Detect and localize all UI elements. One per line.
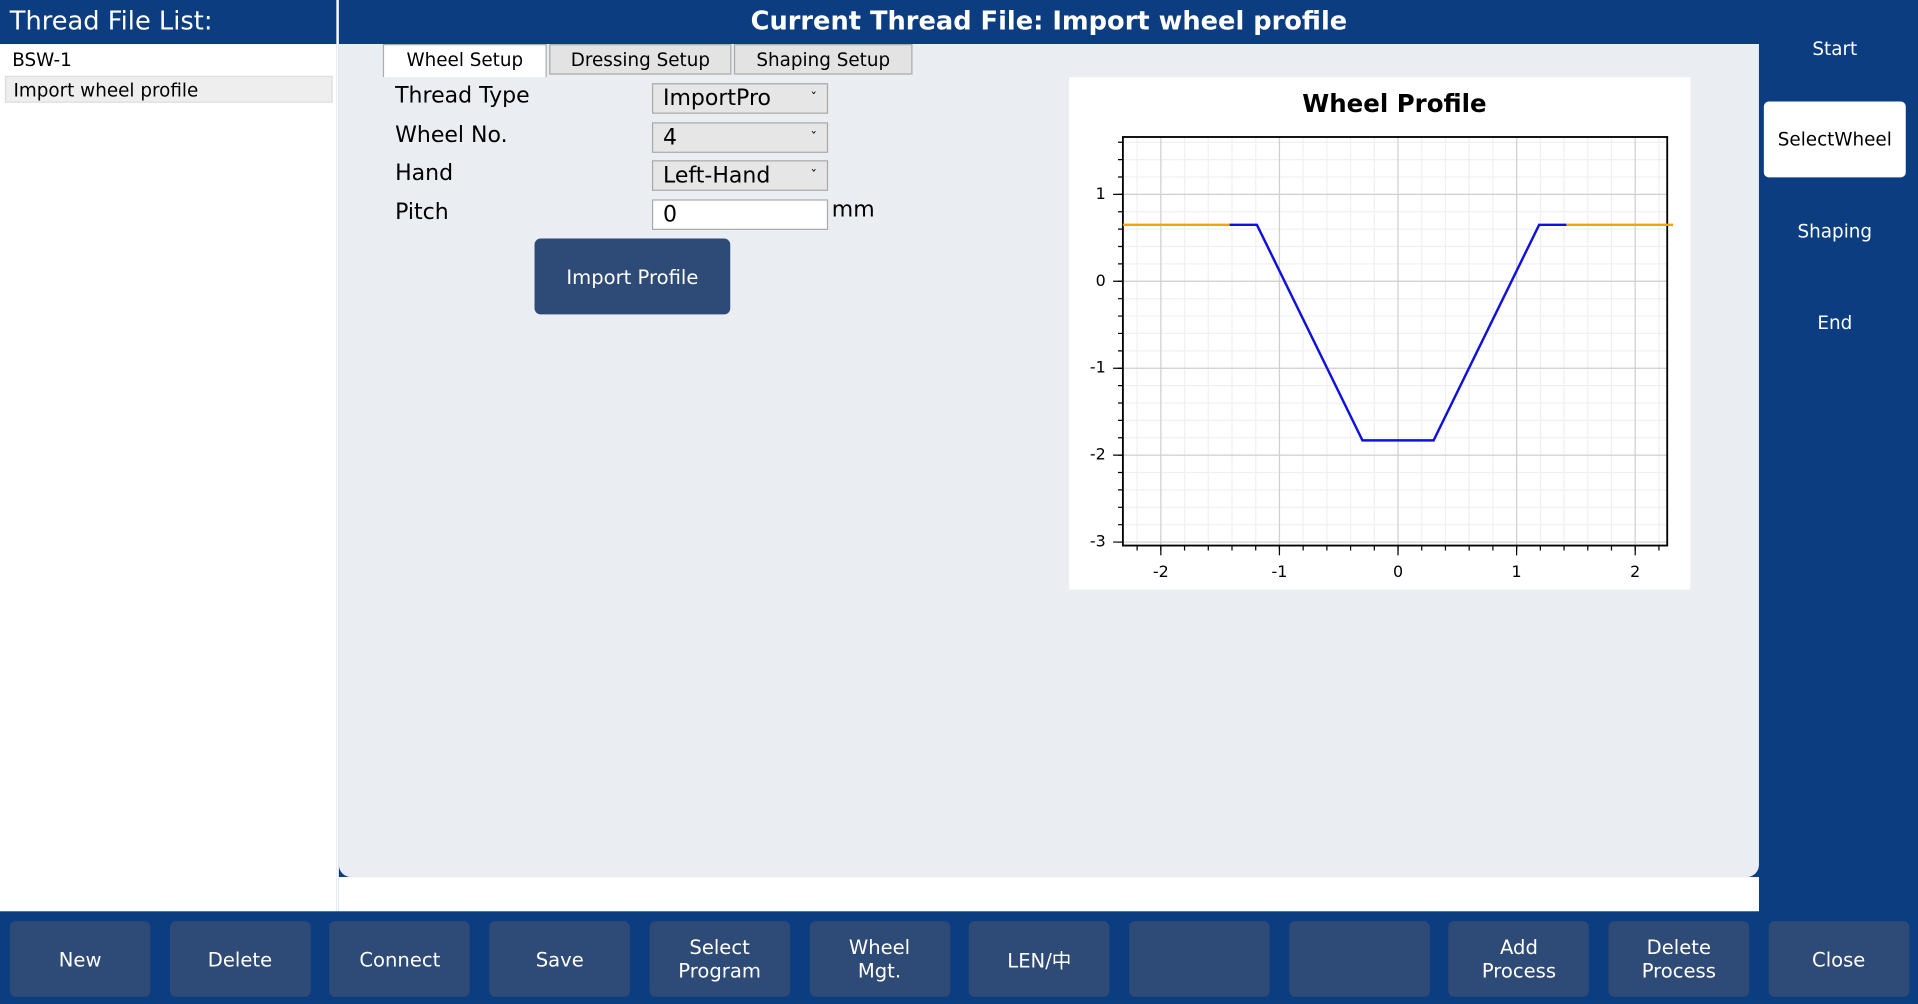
plot-frame: [1121, 136, 1669, 547]
toolbar-button[interactable]: New: [9, 921, 151, 997]
file-item[interactable]: BSW-1: [12, 48, 72, 71]
toolbar-button[interactable]: Wheel Mgt.: [809, 921, 950, 997]
field-label: Pitch: [395, 198, 449, 225]
tab[interactable]: Dressing Setup: [549, 44, 732, 75]
x-tick-label: -1: [1272, 562, 1288, 581]
y-tick-label: 1: [1096, 184, 1106, 203]
field-value: 0: [662, 201, 677, 227]
toolbar-button[interactable]: Select Program: [649, 921, 790, 997]
side-menu-item[interactable]: Start: [1812, 37, 1858, 60]
list-title: Thread File List:: [9, 6, 213, 36]
field-value: ImportPro: [662, 85, 771, 112]
y-tick-label: -2: [1090, 445, 1106, 464]
toolbar-button[interactable]: Delete Process: [1608, 921, 1750, 997]
y-tick-label: 0: [1096, 271, 1106, 290]
separator: [336, 0, 339, 912]
toolbar-button[interactable]: Connect: [329, 921, 471, 997]
file-list: BSW-1 Import wheel profile: [0, 44, 337, 912]
toolbar-button[interactable]: [1288, 921, 1430, 997]
field-value: Left-Hand: [662, 162, 771, 189]
y-tick-label: -1: [1090, 358, 1106, 377]
dropdown[interactable]: Left-Hand ˇ: [651, 160, 829, 191]
side-menu-item[interactable]: End: [1817, 311, 1853, 334]
chart-title: Wheel Profile: [1302, 89, 1486, 118]
panel-footer: [338, 877, 1759, 912]
toolbar-button[interactable]: Delete: [169, 921, 311, 997]
dropdown-arrow: ˇ: [810, 167, 818, 184]
header-title: Current Thread File: Import wheel profil…: [750, 6, 1348, 36]
setup-form: Thread Type ImportPro ˇ Wheel No. 4 ˇ Hand Left…: [339, 78, 951, 323]
x-tick-label: -2: [1153, 562, 1169, 581]
field-label: Thread Type: [395, 83, 530, 109]
toolbar-button[interactable]: [1128, 921, 1270, 997]
field-value: 4: [662, 124, 677, 150]
tab-bar: Wheel Setup Dressing Setup Shaping Setup: [382, 44, 921, 78]
unit-label: mm: [831, 196, 875, 223]
toolbar-button[interactable]: LEN/中: [969, 921, 1110, 997]
side-menu-item[interactable]: SelectWheel: [1763, 101, 1906, 178]
side-menu-item[interactable]: Shaping: [1797, 220, 1873, 243]
toolbar-button[interactable]: Close: [1768, 921, 1910, 997]
field-label: Wheel No.: [395, 121, 508, 148]
wheel-profile-chart: Wheel Profile -2 -1 0 1 2 1 0 -1 -2 -3: [1069, 77, 1691, 590]
toolbar-button[interactable]: Add Process: [1448, 921, 1590, 997]
text-input[interactable]: 0: [651, 198, 829, 230]
toolbar-button[interactable]: Save: [489, 921, 631, 997]
field-label: Hand: [395, 160, 454, 186]
x-tick-label: 0: [1393, 562, 1403, 581]
tab[interactable]: Wheel Setup: [382, 44, 547, 78]
file-item[interactable]: Import wheel profile: [4, 75, 333, 103]
tab[interactable]: Shaping Setup: [733, 44, 913, 75]
setup-panel: Wheel Setup Dressing Setup Shaping Setup T…: [338, 44, 1759, 878]
dropdown[interactable]: ImportPro ˇ: [651, 83, 829, 114]
y-tick-label: -3: [1090, 532, 1106, 551]
dropdown-arrow: ˇ: [810, 129, 818, 145]
import-profile-button[interactable]: Import Profile: [534, 238, 731, 315]
x-tick-label: 1: [1512, 562, 1522, 581]
x-tick-label: 2: [1630, 562, 1640, 581]
profile-line: [1229, 223, 1567, 442]
dropdown-arrow: ˇ: [810, 90, 818, 107]
